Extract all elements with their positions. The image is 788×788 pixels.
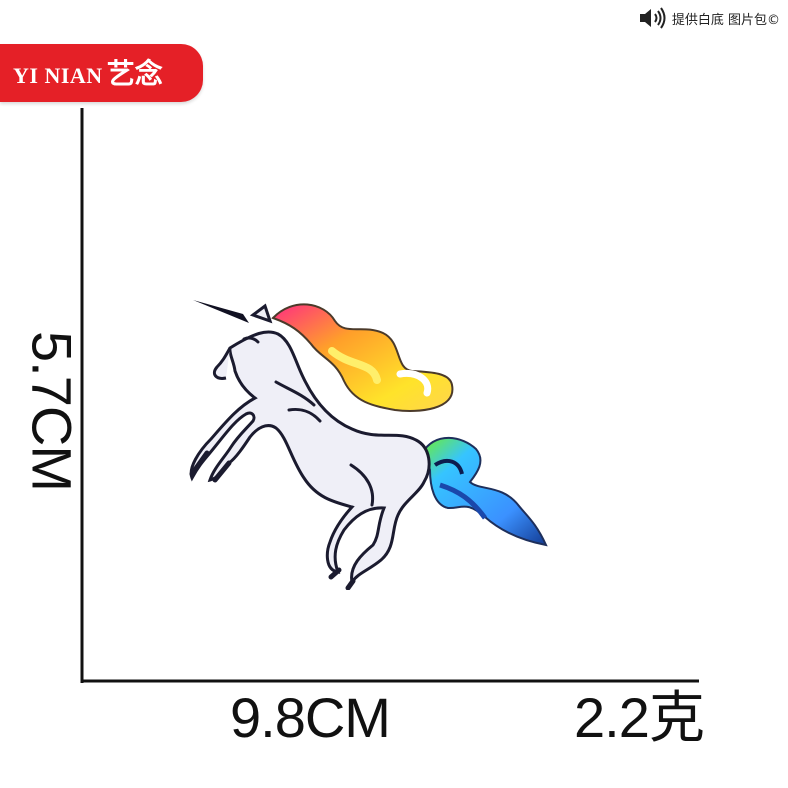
brand-logo: YI NIAN 艺念 (0, 44, 203, 102)
height-measurement: 5.7CM (20, 331, 84, 491)
weight-measurement: 2.2克 (574, 686, 705, 749)
unicorn-tail (420, 436, 548, 547)
brand-latin-text: YI NIAN (13, 63, 103, 88)
speaker-icon (639, 7, 666, 29)
width-measurement: 9.8CM (230, 686, 391, 749)
unicorn-mane (271, 303, 454, 412)
top-note-text: 提供白底 图片包© (671, 12, 780, 28)
top-note: 提供白底 图片包© (638, 6, 780, 30)
brand-text: YI NIAN 艺念 (13, 60, 163, 88)
brand-cjk-text: 艺念 (106, 57, 163, 90)
unicorn-patch-image (189, 300, 548, 590)
unicorn-body (189, 300, 431, 590)
